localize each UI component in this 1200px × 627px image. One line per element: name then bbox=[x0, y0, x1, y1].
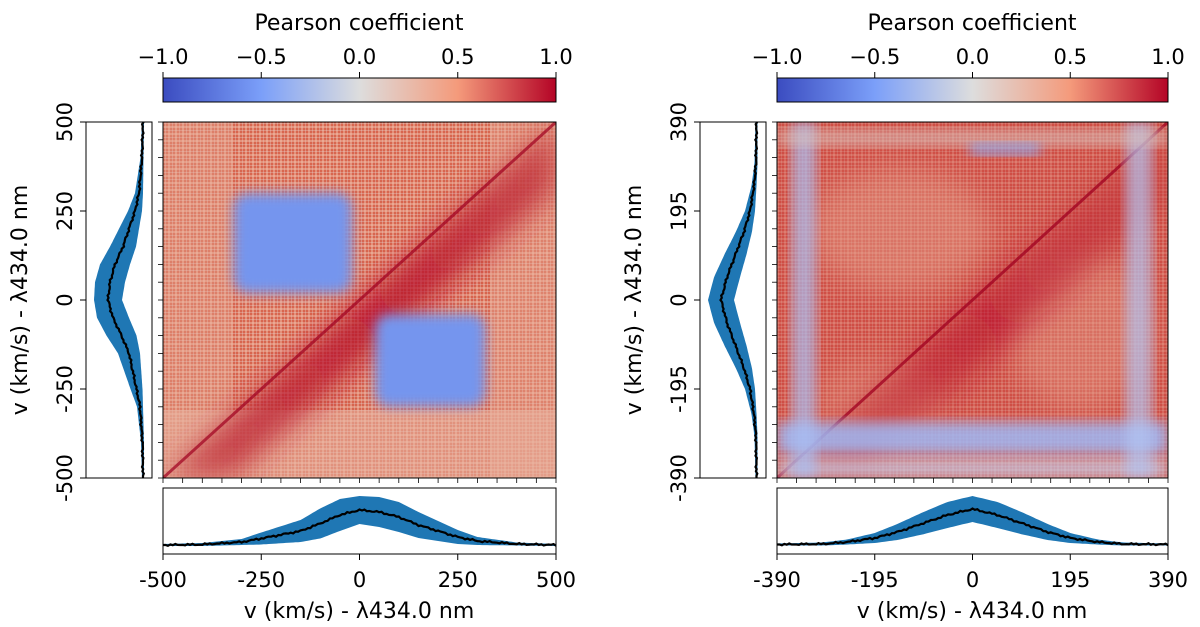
right-ylabel: v (km/s) - λ434.0 nm bbox=[622, 185, 647, 416]
colorbar-tick-label: 0.5 bbox=[441, 45, 474, 69]
y-tick-label: -195 bbox=[667, 365, 691, 413]
left-ylabel: v (km/s) - λ434.0 nm bbox=[8, 185, 33, 416]
colorbar-tick-label: −1.0 bbox=[752, 45, 803, 69]
x-tick-label: -195 bbox=[851, 568, 899, 592]
colorbar-tick-label: −0.5 bbox=[236, 45, 287, 69]
left-heatmap bbox=[163, 122, 556, 478]
x-tick-label: 390 bbox=[1148, 568, 1188, 592]
left-bottom-profile-line bbox=[163, 508, 557, 547]
right-x-ticks: -390 -195 0 195 390 bbox=[753, 554, 1188, 592]
colorbar-tick-label: −0.5 bbox=[849, 45, 900, 69]
left-colorbar-ticks: −1.0 −0.5 0.0 0.5 1.0 bbox=[138, 45, 573, 78]
left-x-ticks: -500 -250 0 250 500 bbox=[139, 554, 576, 592]
right-panel: Pearson coefficient −1.0 −0.5 0.0 0.5 1.0 -3… bbox=[622, 11, 1188, 624]
right-colorbar-ticks: −1.0 −0.5 0.0 0.5 1.0 bbox=[752, 45, 1185, 78]
right-heatmap bbox=[777, 122, 1168, 478]
y-tick-label: 0 bbox=[667, 293, 691, 306]
colorbar-tick-label: −1.0 bbox=[138, 45, 189, 69]
right-colorbar-title: Pearson coefficient bbox=[867, 11, 1076, 36]
left-xlabel: v (km/s) - λ434.0 nm bbox=[244, 599, 475, 624]
y-tick-label: 0 bbox=[53, 293, 77, 306]
left-colorbar bbox=[162, 77, 557, 103]
colorbar-tick-label: 1.0 bbox=[1151, 45, 1184, 69]
y-tick-label: 250 bbox=[53, 191, 77, 231]
x-tick-label: -390 bbox=[753, 568, 801, 592]
x-tick-label: 195 bbox=[1050, 568, 1090, 592]
right-border-band-left bbox=[792, 122, 816, 478]
x-tick-label: 0 bbox=[966, 568, 979, 592]
right-border-band-right bbox=[1126, 122, 1152, 478]
right-border-band-bottom bbox=[777, 422, 1168, 454]
x-tick-label: 500 bbox=[536, 568, 576, 592]
y-tick-label: -500 bbox=[53, 454, 77, 502]
right-heatmap-minor-ticks bbox=[772, 121, 1169, 483]
left-side-profile-line bbox=[106, 121, 146, 478]
right-xlabel: v (km/s) - λ434.0 nm bbox=[857, 599, 1088, 624]
right-bottom-profile-band bbox=[777, 496, 1168, 546]
colorbar-tick-label: 1.0 bbox=[539, 45, 572, 69]
right-side-profile-band bbox=[708, 122, 758, 478]
y-tick-label: -250 bbox=[53, 365, 77, 413]
x-tick-label: 0 bbox=[353, 568, 366, 592]
left-anticorrelation-block-upper bbox=[233, 193, 352, 293]
y-tick-label: 195 bbox=[667, 191, 691, 231]
left-anticorrelation-block-lower bbox=[375, 314, 486, 407]
x-tick-label: -500 bbox=[139, 568, 187, 592]
colorbar-tick-label: 0.5 bbox=[1054, 45, 1087, 69]
left-colorbar-title: Pearson coefficient bbox=[254, 11, 463, 36]
left-heatmap-minor-ticks bbox=[158, 121, 557, 483]
right-side-profile-line bbox=[719, 121, 759, 478]
left-side-profile-band bbox=[94, 122, 144, 478]
y-tick-label: -390 bbox=[667, 454, 691, 502]
y-tick-label: 390 bbox=[667, 102, 691, 142]
colorbar-tick-label: 0.0 bbox=[343, 45, 376, 69]
x-tick-label: -250 bbox=[237, 568, 285, 592]
y-tick-label: 500 bbox=[53, 102, 77, 142]
left-panel: Pearson coefficient −1.0 −0.5 0.0 0.5 1.0 -5… bbox=[8, 11, 576, 624]
left-bottom-profile-band bbox=[163, 496, 556, 546]
x-tick-label: 250 bbox=[438, 568, 478, 592]
left-y-ticks: -500 -250 0 250 500 bbox=[53, 102, 86, 502]
right-colorbar bbox=[776, 77, 1169, 103]
right-bottom-profile-line bbox=[777, 507, 1169, 547]
right-y-ticks: -390 -195 0 195 390 bbox=[667, 102, 700, 502]
colorbar-tick-label: 0.0 bbox=[956, 45, 989, 69]
